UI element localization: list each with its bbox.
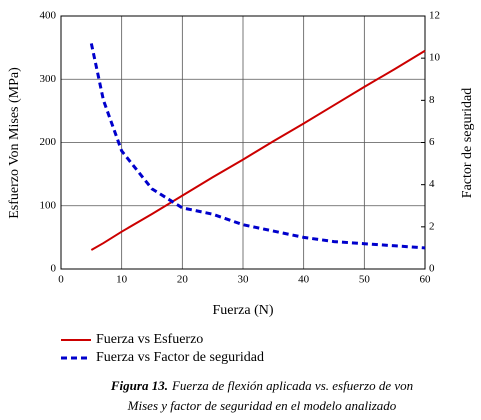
y2-tick-label: 4: [429, 178, 435, 190]
y-tick-label: 300: [40, 73, 57, 85]
caption-line: Figura 13. Fuerza de flexión aplicada vs.…: [110, 378, 413, 393]
x-tick-label: 30: [238, 274, 250, 286]
legend-label: Fuerza vs Esfuerzo: [96, 332, 203, 347]
x-tick-label: 50: [359, 274, 371, 286]
x-tick-label: 0: [58, 274, 64, 286]
x-tick-label: 20: [177, 274, 189, 286]
y-tick-label: 100: [40, 199, 57, 211]
y2-tick-label: 0: [429, 263, 435, 275]
caption-text: Fuerza de flexión aplicada vs. esfuerzo …: [171, 378, 413, 393]
y-axis-label: Esfuerzo Von Mises (MPa): [7, 67, 22, 219]
y2-tick-label: 8: [429, 94, 435, 106]
plot-frame: [60, 15, 426, 270]
data-line: [89, 43, 426, 250]
x-tick-label: 10: [116, 274, 128, 286]
y-tick-label: 0: [51, 263, 57, 275]
x-tick-label: 60: [420, 274, 432, 286]
y-tick-label: 400: [40, 10, 57, 22]
y2-tick-label: 6: [429, 136, 435, 148]
y2-tick-label: 10: [429, 52, 441, 64]
caption-label: Figura 13.: [110, 378, 168, 393]
y2-tick-label: 12: [429, 10, 440, 22]
x-tick-label: 40: [298, 274, 310, 286]
data-line: [90, 49, 426, 251]
y2-axis-label: Factor de seguridad: [460, 88, 475, 198]
legend-label: Fuerza vs Factor de seguridad: [96, 350, 264, 365]
y2-tick-label: 2: [429, 220, 435, 232]
y-tick-label: 200: [40, 136, 57, 148]
x-axis-label: Fuerza (N): [212, 303, 273, 318]
caption-line: Mises y factor de seguridad en el modelo…: [127, 398, 397, 413]
